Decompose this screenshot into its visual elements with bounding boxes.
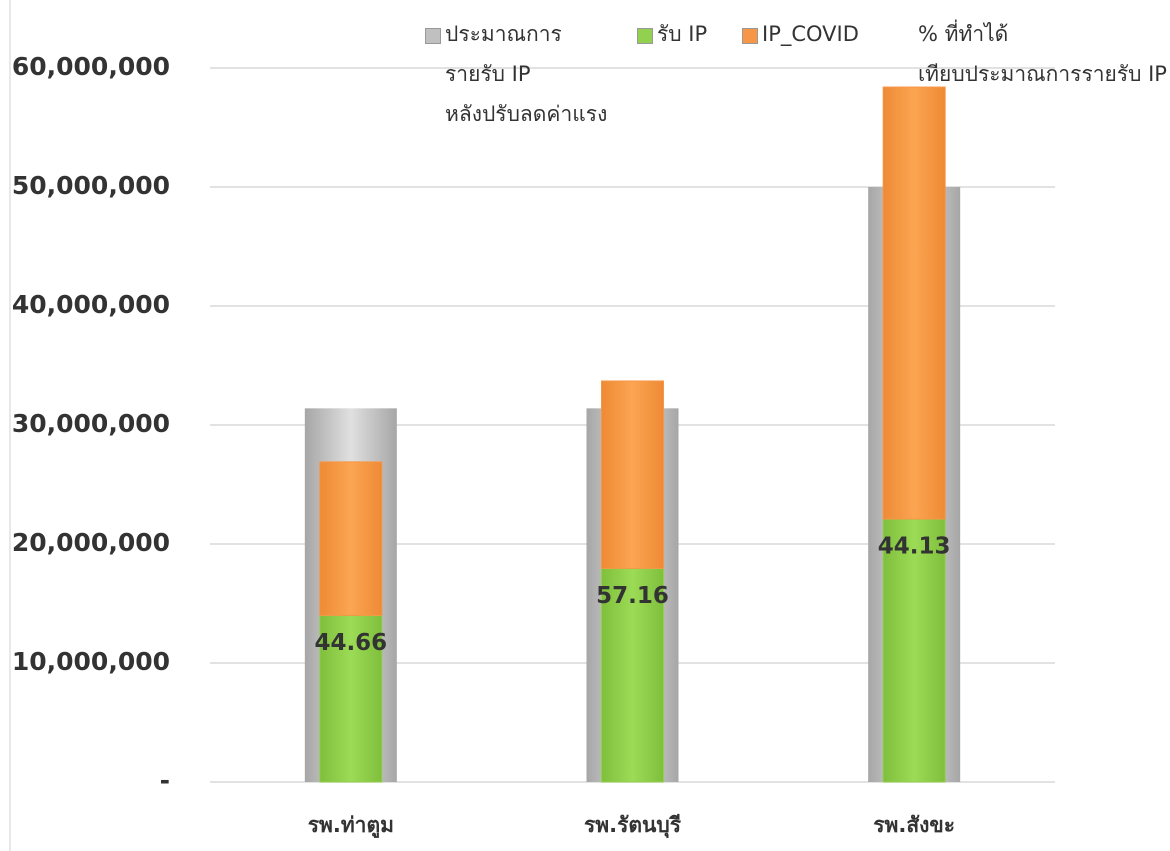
y-tick-label: 30,000,000 — [12, 409, 170, 438]
y-tick-label: 10,000,000 — [12, 647, 170, 676]
stack-bar — [319, 461, 383, 616]
x-tick-label: รพ.รัตนบุรี — [584, 813, 682, 839]
data-label: 44.13 — [878, 534, 951, 560]
data-label: 44.66 — [314, 630, 387, 656]
legend-swatch — [742, 28, 758, 44]
legend-swatch — [425, 28, 441, 44]
legend-label: ประมาณการ รายรับ IP หลังปรับลดค่าแรง — [445, 22, 608, 126]
y-tick-label: 40,000,000 — [12, 290, 170, 319]
y-tick-label: 60,000,000 — [12, 52, 170, 81]
legend-label: รับ IP — [657, 22, 708, 46]
stack-bar — [882, 86, 946, 520]
stack-bar — [601, 567, 664, 783]
x-tick-label: รพ.สังขะ — [873, 813, 955, 837]
legend-label: IP_COVID — [762, 22, 859, 46]
legend-swatch — [637, 28, 653, 44]
stack-bar — [882, 518, 946, 783]
y-tick-label: - — [160, 766, 170, 795]
x-tick-label: รพ.ท่าตูม — [308, 813, 394, 839]
legend-label: % ที่ทำได้ เทียบประมาณการรายรับ IP — [918, 22, 1167, 86]
stack-bar — [319, 614, 383, 783]
y-tick-label: 20,000,000 — [12, 528, 170, 557]
y-tick-label: 50,000,000 — [12, 171, 170, 200]
data-label: 57.16 — [596, 583, 669, 609]
stack-bar — [601, 380, 664, 569]
